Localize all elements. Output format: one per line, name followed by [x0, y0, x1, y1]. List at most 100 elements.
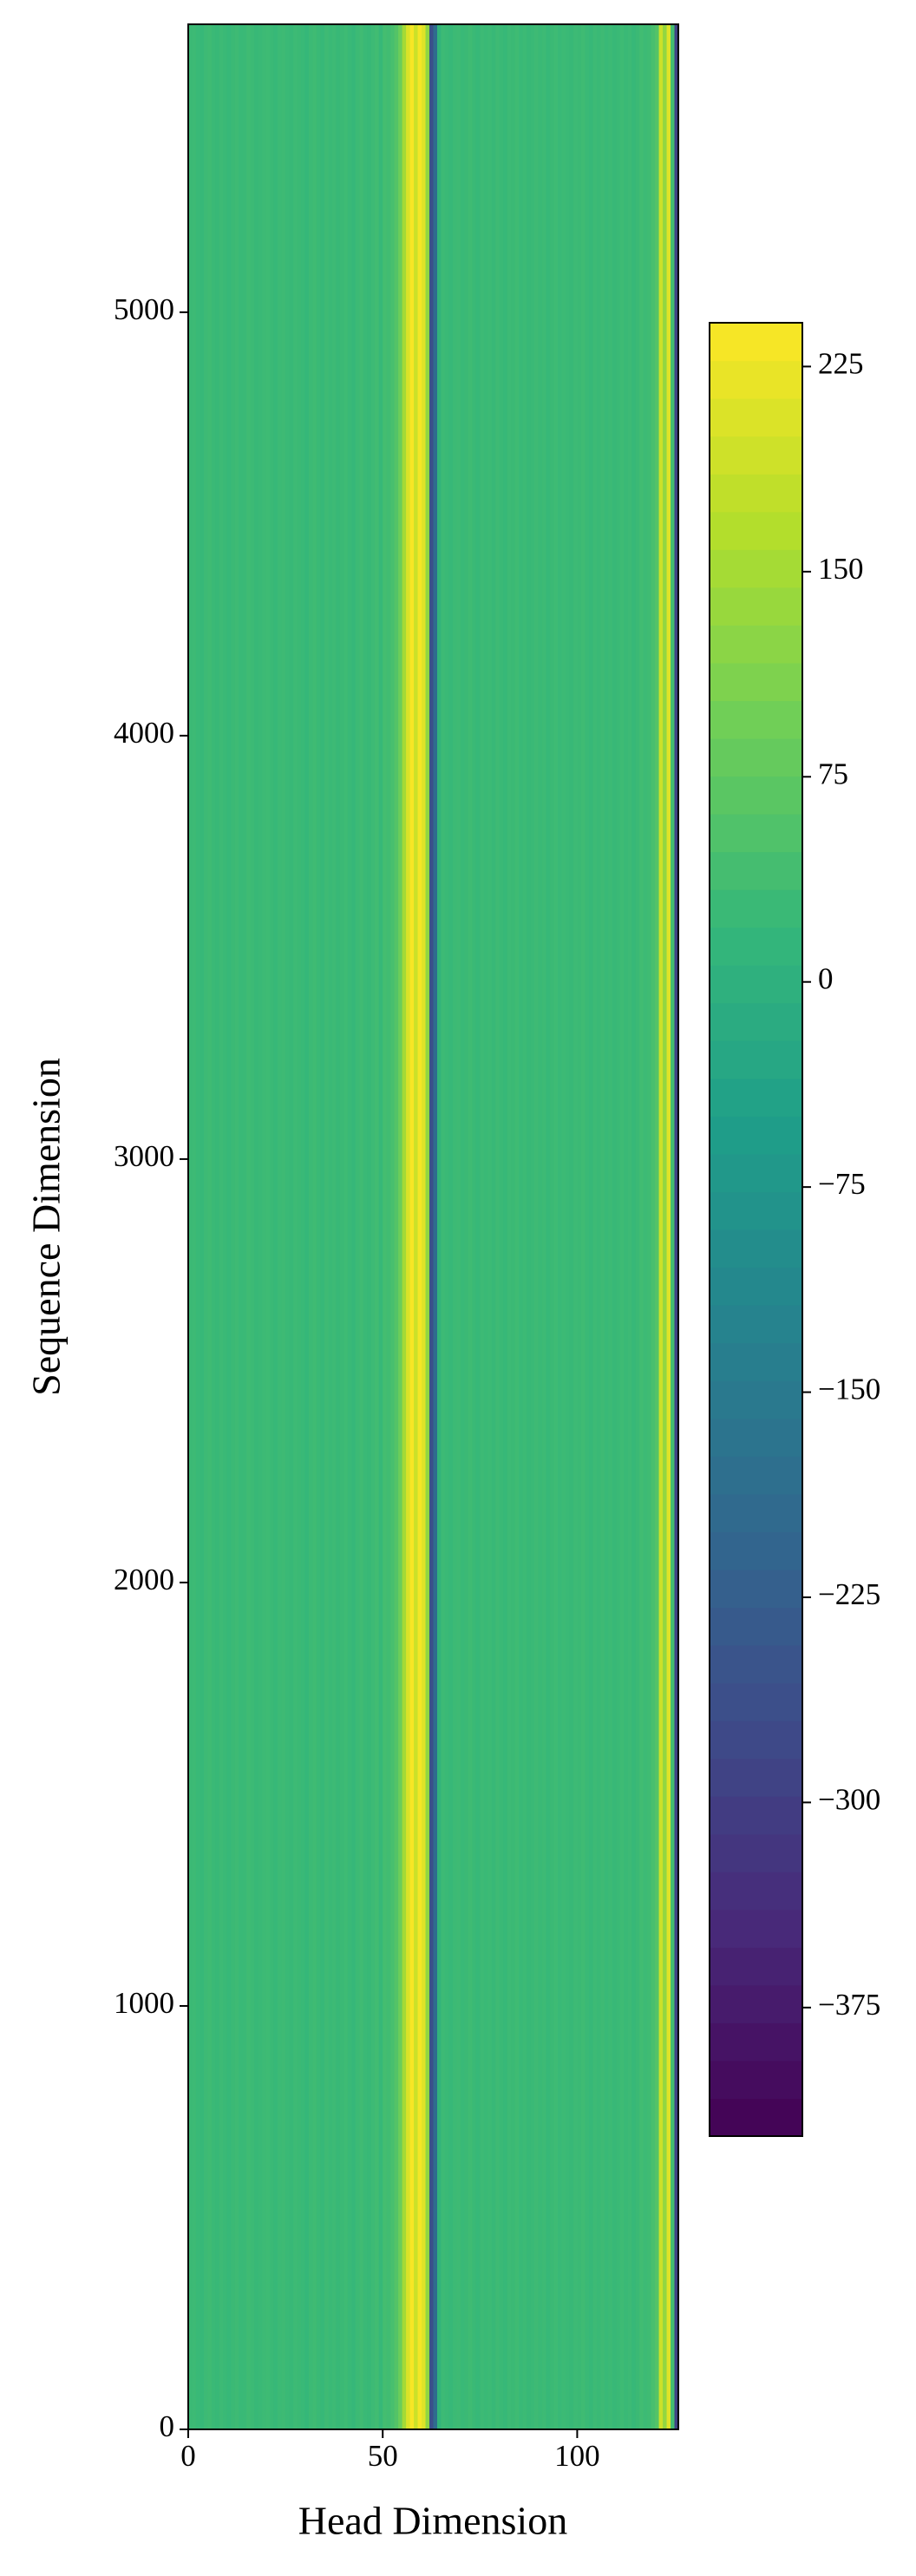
heatmap-cell	[316, 24, 321, 2429]
heatmap-cell	[192, 24, 197, 2429]
heatmap-cell	[671, 24, 676, 2429]
heatmap-cell	[580, 24, 586, 2429]
colorbar-swatch	[710, 1040, 802, 1079]
heatmap-cell	[409, 24, 415, 2429]
heatmap-cell	[666, 24, 671, 2429]
heatmap-cell	[647, 24, 652, 2429]
colorbar-swatch	[710, 1569, 802, 1609]
heatmap-cell	[483, 24, 488, 2429]
colorbar-swatch	[710, 1909, 802, 1948]
heatmap-cell	[643, 24, 648, 2429]
heatmap-cell	[347, 24, 352, 2429]
heatmap-cell	[312, 24, 317, 2429]
heatmap-cell	[301, 24, 306, 2429]
colorbar-swatch	[710, 851, 802, 890]
y-axis-label: Sequence Dimension	[24, 1058, 69, 1396]
colorbar-swatch	[710, 1305, 802, 1344]
plot-frame	[187, 23, 679, 2430]
colorbar-swatch	[710, 1531, 802, 1570]
heatmap-cell	[553, 24, 559, 2429]
heatmap-cell	[398, 24, 403, 2429]
heatmap-cell	[514, 24, 520, 2429]
colorbar-swatch	[710, 776, 802, 815]
colorbar-swatch	[710, 1418, 802, 1457]
heatmap-cell	[414, 24, 419, 2429]
colorbar-swatch	[710, 1342, 802, 1381]
colorbar-tick-label: −75	[818, 1167, 866, 1201]
heatmap-cell	[359, 24, 364, 2429]
colorbar-swatch	[710, 1871, 802, 1911]
colorbar-swatch	[710, 587, 802, 626]
colorbar-swatch	[710, 1380, 802, 1419]
heatmap-cell	[375, 24, 380, 2429]
y-tick-label: 5000	[114, 292, 174, 326]
heatmap-cell	[304, 24, 310, 2429]
colorbar-swatch	[710, 1116, 802, 1155]
heatmap-cell	[565, 24, 570, 2429]
colorbar-swatch	[710, 511, 802, 550]
heatmap-cell	[635, 24, 640, 2429]
colorbar-swatch	[710, 1947, 802, 1986]
heatmap-cell	[289, 24, 294, 2429]
heatmap-cell	[604, 24, 609, 2429]
heatmap-cell	[569, 24, 574, 2429]
colorbar-swatch	[710, 1493, 802, 1532]
heatmap-cell	[448, 24, 454, 2429]
colorbar-frame	[709, 322, 803, 2137]
heatmap-cell	[674, 24, 679, 2429]
heatmap-cell	[378, 24, 383, 2429]
heatmap-cell	[293, 24, 298, 2429]
heatmap-cell	[456, 24, 461, 2429]
x-tick-label: 0	[180, 2439, 196, 2473]
x-axis-label: Head Dimension	[298, 2499, 567, 2543]
colorbar-swatch	[710, 965, 802, 1004]
heatmap-cell	[624, 24, 629, 2429]
colorbar-swatch	[710, 700, 802, 739]
colorbar-swatch	[710, 662, 802, 702]
heatmap-cell	[219, 24, 224, 2429]
heatmap-cell	[441, 24, 446, 2429]
heatmap-cell	[429, 24, 434, 2429]
colorbar-tick-label: 150	[818, 552, 864, 586]
heatmap-cell	[246, 24, 252, 2429]
colorbar-swatch	[710, 1456, 802, 1495]
colorbar-swatch	[710, 927, 802, 966]
heatmap-cell	[320, 24, 325, 2429]
heatmap-cell	[188, 24, 193, 2429]
heatmap-cell	[402, 24, 407, 2429]
colorbar-swatch	[710, 814, 802, 853]
heatmap-cell	[234, 24, 239, 2429]
colorbar-swatch	[710, 1153, 802, 1193]
heatmap-cell	[355, 24, 360, 2429]
colorbar-swatch	[710, 1078, 802, 1117]
colorbar-swatch	[710, 360, 802, 399]
heatmap-cell	[616, 24, 621, 2429]
heatmap-cell	[262, 24, 267, 2429]
heatmap-cell	[242, 24, 247, 2429]
colorbar-tick-label: −150	[818, 1373, 880, 1406]
heatmap-cell	[468, 24, 473, 2429]
heatmap-cell	[422, 24, 427, 2429]
y-tick-label: 0	[160, 2409, 175, 2443]
heatmap-cell	[394, 24, 399, 2429]
y-tick-label: 1000	[114, 1986, 174, 2020]
heatmap-cell	[561, 24, 566, 2429]
heatmap-cell	[444, 24, 449, 2429]
colorbar-swatch	[710, 2060, 802, 2100]
colorbar-swatch	[710, 2022, 802, 2061]
heatmap-cell	[658, 24, 664, 2429]
heatmap-cell	[608, 24, 613, 2429]
colorbar-swatch	[710, 737, 802, 777]
heatmap-cell	[639, 24, 644, 2429]
heatmap-cell	[663, 24, 668, 2429]
heatmap-cell	[200, 24, 205, 2429]
heatmap-cell	[460, 24, 465, 2429]
colorbar-swatch	[710, 1984, 802, 2023]
heatmap-cell	[370, 24, 376, 2429]
colorbar-swatch	[710, 1607, 802, 1646]
heatmap-cell	[258, 24, 263, 2429]
heatmap-cell	[250, 24, 255, 2429]
heatmap-cell	[367, 24, 372, 2429]
heatmap-cell	[203, 24, 208, 2429]
heatmap-cell	[336, 24, 341, 2429]
